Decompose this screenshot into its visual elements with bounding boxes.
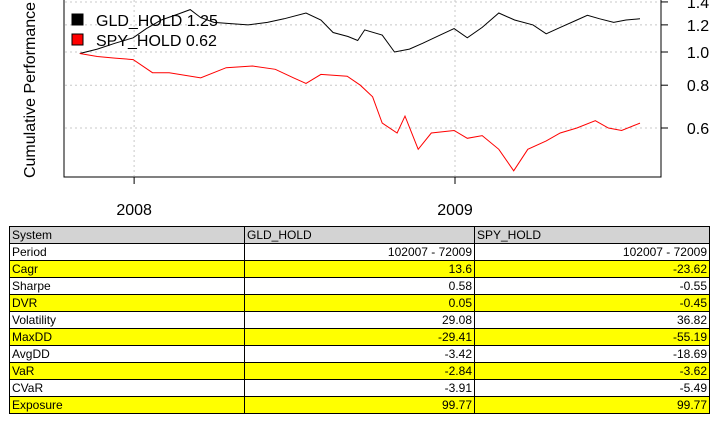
- grid-lines: [65, 0, 660, 176]
- x-axis: 2008 2009: [116, 177, 473, 219]
- gld-hold-value: 29.08: [244, 311, 475, 329]
- table-row: AvgDD -3.42 -18.69: [9, 345, 710, 363]
- gld-hold-value: -29.41: [244, 328, 475, 346]
- spy-hold-value: -23.62: [474, 260, 710, 278]
- series-layer: [79, 9, 641, 172]
- y-tick-label: 1.0: [687, 45, 709, 62]
- metric-label: Sharpe: [9, 277, 245, 295]
- legend-label-spy-hold: SPY_HOLD 0.62: [96, 33, 217, 50]
- table-row: MaxDD -29.41 -55.19: [9, 328, 710, 346]
- table-row: Volatility 29.08 36.82: [9, 311, 710, 329]
- spy-hold-value: -0.55: [474, 277, 710, 295]
- legend-swatch-spy-hold: [71, 33, 84, 46]
- table-header-row: System GLD_HOLD SPY_HOLD: [9, 226, 710, 244]
- table-row: Cagr 13.6 -23.62: [9, 260, 710, 278]
- x-tick-label: 2009: [437, 202, 473, 219]
- legend-swatch-gld-hold: [71, 13, 84, 26]
- y-tick-label: 0.8: [687, 78, 709, 95]
- gld-hold-value: 102007 - 72009: [244, 243, 475, 261]
- series-line-gld-hold: [79, 9, 641, 54]
- performance-table: System GLD_HOLD SPY_HOLD Period 102007 - …: [9, 226, 710, 414]
- metric-label: AvgDD: [9, 345, 245, 363]
- spy-hold-value: -18.69: [474, 345, 710, 363]
- x-tick-label: 2008: [116, 202, 152, 219]
- y-axis-label: Cumulative Performance: [22, 2, 39, 178]
- metric-label: VaR: [9, 362, 245, 380]
- legend-label-gld-hold: GLD_HOLD 1.25: [96, 13, 218, 30]
- table-row: VaR -2.84 -3.62: [9, 362, 710, 380]
- spy-hold-value: 102007 - 72009: [474, 243, 710, 261]
- y-tick-label: 1.4: [687, 0, 709, 12]
- gld-hold-value: 13.6: [244, 260, 475, 278]
- gld-hold-value: -2.84: [244, 362, 475, 380]
- table-row: Period 102007 - 72009 102007 - 72009: [9, 243, 710, 261]
- y-tick-label: 0.6: [687, 121, 709, 138]
- spy-hold-value: 99.77: [474, 396, 710, 414]
- header-spy-hold: SPY_HOLD: [474, 226, 710, 244]
- header-gld-hold: GLD_HOLD: [244, 226, 475, 244]
- spy-hold-value: -3.62: [474, 362, 710, 380]
- performance-chart: Cumulative Performance 0.6 0.8 1.0 1.2 1.4 2…: [22, 0, 709, 219]
- table-body: Period 102007 - 72009 102007 - 72009 Cagr 13…: [9, 243, 710, 414]
- gld-hold-value: 0.05: [244, 294, 475, 312]
- table-row: DVR 0.05 -0.45: [9, 294, 710, 312]
- spy-hold-value: -55.19: [474, 328, 710, 346]
- metric-label: Volatility: [9, 311, 245, 329]
- metric-label: Exposure: [9, 396, 245, 414]
- metric-label: DVR: [9, 294, 245, 312]
- gld-hold-value: 99.77: [244, 396, 475, 414]
- gld-hold-value: -3.91: [244, 379, 475, 397]
- y-tick-label: 1.2: [687, 18, 709, 35]
- metric-label: MaxDD: [9, 328, 245, 346]
- header-system: System: [9, 226, 245, 244]
- spy-hold-value: -5.49: [474, 379, 710, 397]
- table-row: Exposure 99.77 99.77: [9, 396, 710, 414]
- table-row: CVaR -3.91 -5.49: [9, 379, 710, 397]
- metric-label: CVaR: [9, 379, 245, 397]
- spy-hold-value: 36.82: [474, 311, 710, 329]
- y-axis: 0.6 0.8 1.0 1.2 1.4: [660, 0, 709, 177]
- series-line-spy-hold: [79, 53, 641, 172]
- legend: GLD_HOLD 1.25 SPY_HOLD 0.62: [71, 13, 218, 50]
- metric-label: Period: [9, 243, 245, 261]
- spy-hold-value: -0.45: [474, 294, 710, 312]
- gld-hold-value: -3.42: [244, 345, 475, 363]
- gld-hold-value: 0.58: [244, 277, 475, 295]
- metric-label: Cagr: [9, 260, 245, 278]
- table-row: Sharpe 0.58 -0.55: [9, 277, 710, 295]
